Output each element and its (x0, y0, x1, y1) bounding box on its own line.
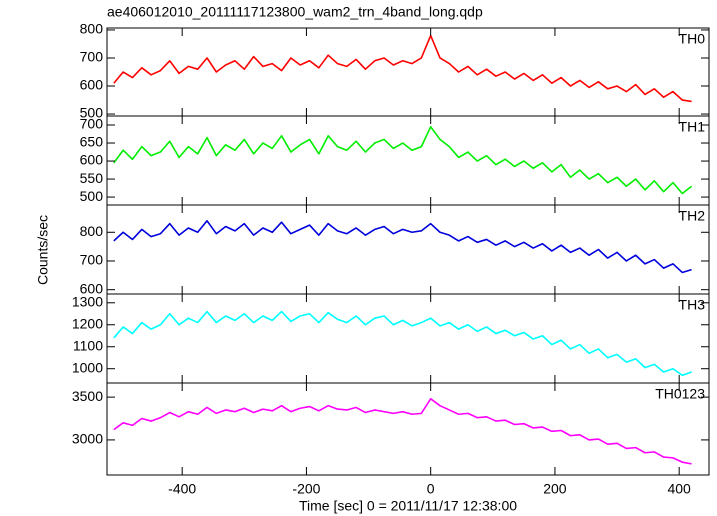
data-line (113, 34, 692, 103)
x-tick-label: -200 (292, 481, 320, 497)
panel-frame (106, 204, 710, 295)
y-tick-label: 650 (80, 134, 104, 150)
y-tick-label: 1100 (73, 337, 103, 353)
y-tick-label: 800 (80, 21, 104, 37)
y-tick-label: 3000 (72, 431, 103, 447)
x-axis-label: Time [sec] 0 = 2011/11/17 12:38:00 (299, 498, 517, 514)
y-tick-label: 1200 (72, 315, 103, 331)
y-tick-label: 500 (80, 105, 104, 121)
panel-frame (106, 27, 710, 117)
series-label: TH0 (679, 31, 706, 47)
y-tick-label: 600 (80, 280, 104, 296)
y-tick-label: 700 (80, 252, 104, 268)
panel-frame (106, 115, 710, 206)
series-label: TH2 (679, 208, 706, 224)
y-tick-label: 550 (80, 170, 104, 186)
panel-frame (106, 382, 710, 476)
chart-title: ae406012010_20111117123800_wam2_trn_4ban… (107, 4, 483, 20)
y-tick-label: 700 (80, 49, 104, 65)
data-line (113, 310, 692, 377)
y-tick-label: 1300 (72, 293, 103, 309)
y-tick-label: 600 (80, 152, 104, 168)
y-tick-label: 500 (80, 188, 104, 204)
data-line (113, 126, 693, 195)
y-tick-label: 700 (80, 116, 104, 132)
y-axis-label: Counts/sec (35, 215, 51, 285)
data-line (113, 398, 692, 465)
data-line (113, 219, 692, 274)
series-label: TH1 (679, 119, 706, 135)
series-label: TH0123 (655, 386, 705, 402)
y-tick-label: 3500 (72, 388, 103, 404)
x-tick-label: -400 (168, 481, 196, 497)
series-label: TH3 (679, 297, 706, 313)
x-tick-label: 200 (543, 481, 567, 497)
x-tick-label: 0 (427, 481, 435, 497)
y-tick-label: 1000 (72, 359, 103, 375)
panel-frame (106, 293, 710, 384)
x-tick-label: 400 (667, 481, 691, 497)
y-tick-label: 800 (80, 223, 104, 239)
y-tick-label: 600 (80, 77, 104, 93)
